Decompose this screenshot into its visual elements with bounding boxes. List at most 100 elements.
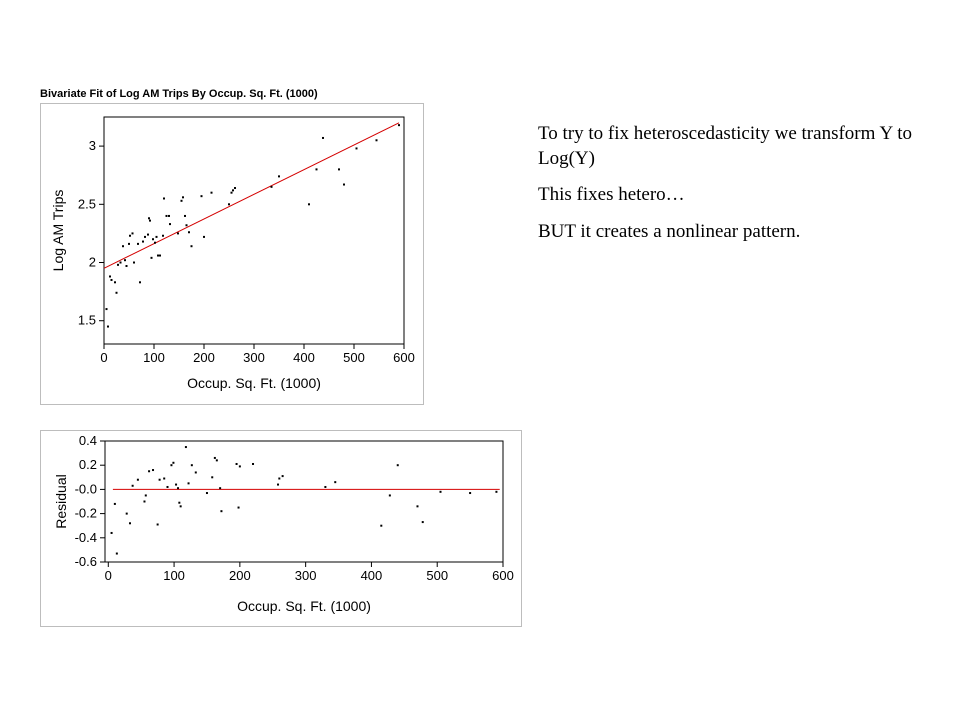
data-point [235,462,238,465]
x-tick-label: 300 [295,568,317,583]
note-fixes-hetero: This fixes hetero… [538,184,685,206]
data-point [165,214,168,217]
data-point [238,465,241,468]
plot-frame [104,440,504,563]
data-point [124,259,126,262]
x-axis-label: Occup. Sq. Ft. (1000) [187,375,321,391]
data-point [152,469,155,472]
data-point [308,203,310,206]
data-point [110,531,113,534]
data-point [125,265,128,268]
data-point [128,242,130,245]
data-point [155,235,158,238]
data-point [172,461,175,464]
data-point [125,512,128,515]
data-point [169,223,171,226]
y-tick-label: 0.2 [79,457,97,472]
data-point [182,196,184,199]
data-point [154,241,156,244]
data-point [210,191,213,194]
data-point [232,189,234,192]
data-point [380,524,383,527]
data-point [144,235,146,238]
data-point [184,446,187,449]
data-point [131,232,134,235]
data-point [416,505,419,508]
data-point [115,552,118,555]
data-point [375,139,378,142]
data-point [115,291,118,294]
data-point [166,485,169,488]
data-point [203,235,205,238]
data-point [220,510,223,513]
data-point [179,505,182,508]
data-point [281,475,284,478]
data-point [168,214,170,217]
x-tick-label: 400 [293,350,315,365]
data-point [157,254,159,257]
data-point [219,487,222,490]
x-tick-label: 100 [163,568,185,583]
data-point [149,219,151,222]
data-point [185,224,188,227]
data-point [114,281,116,284]
data-point [421,521,424,524]
data-point [175,483,178,486]
data-point [163,477,166,480]
data-point [184,214,186,217]
x-tick-label: 200 [229,568,251,583]
data-point [177,487,180,490]
y-axis-label: Log AM Trips [50,190,66,272]
data-point [178,501,181,504]
data-point [228,203,230,206]
data-point [396,464,399,467]
data-point [388,494,391,497]
note-nonlinear: BUT it creates a nonlinear pattern. [538,221,801,243]
data-point [234,187,236,190]
y-tick-label: -0.4 [75,530,97,545]
data-point [162,234,164,237]
data-point [343,183,345,186]
data-point [338,168,340,171]
data-point [190,245,193,248]
plot-frame [103,116,405,345]
data-point [211,476,214,479]
data-point [194,471,197,474]
note-transform: To try to fix heteroscedasticity we tran… [538,123,912,169]
data-point [107,325,109,328]
data-point [278,477,281,480]
data-point [148,470,151,473]
data-point [398,124,400,127]
y-tick-label: 3 [89,138,96,153]
y-tick-label: 2.5 [78,196,96,211]
data-point [200,195,203,198]
x-tick-label: 200 [193,350,215,365]
data-point [159,254,161,257]
data-point [105,308,108,311]
data-point [355,147,358,150]
data-point [278,175,280,178]
data-point [143,500,146,503]
data-point [277,483,280,486]
x-tick-label: 0 [100,350,107,365]
data-point [439,490,442,493]
data-point [495,490,498,493]
fit-line [103,122,400,269]
data-point [469,492,472,495]
data-point [213,456,216,459]
data-point [252,462,255,465]
y-tick-label: -0.6 [75,554,97,569]
data-point [315,168,318,171]
y-tick-label: -0.0 [75,481,97,496]
bivariate-fit-panel: 0 100 200 300 400 500 600 1.5 2 2.5 3 Occup. Sq. Ft… [40,103,424,405]
data-point [142,240,144,243]
residual-panel: 0 100 200 300 400 500 600 0.4 0.2 -0.0 -0.2 -0.4 -0.… [40,430,522,627]
y-tick-label: 0.4 [79,433,97,448]
data-point [113,502,116,505]
y-axis-label: Residual [53,474,69,528]
x-tick-label: 600 [492,568,514,583]
data-point [334,481,337,484]
data-point [139,281,141,284]
data-point [156,523,159,526]
x-tick-label: 0 [105,568,112,583]
